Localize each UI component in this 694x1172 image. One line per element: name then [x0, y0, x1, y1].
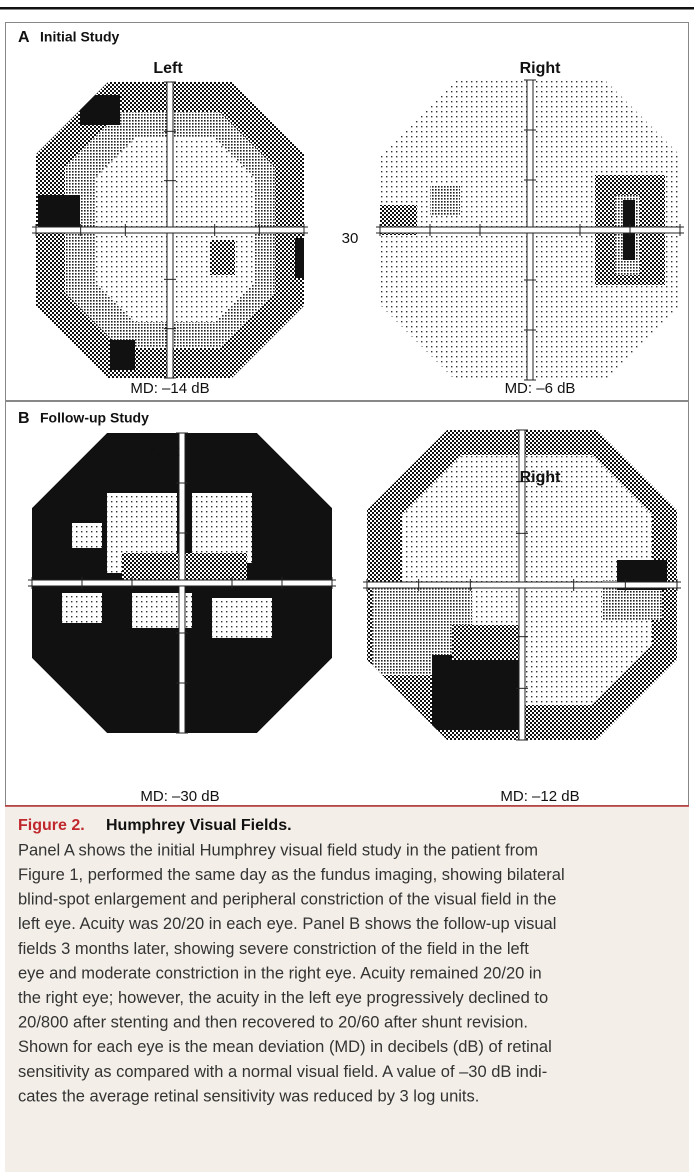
eye-title: Left: [150, 443, 180, 460]
caption-line: Shown for each eye is the mean deviation…: [18, 1038, 552, 1056]
field-region: [430, 185, 460, 215]
md-label: MD: –12 dB: [500, 788, 579, 805]
caption-line: cates the average retinal sensitivity wa…: [18, 1087, 479, 1105]
field-region: [452, 625, 522, 660]
axis-gap: [32, 227, 308, 233]
field-region: [210, 240, 235, 275]
figure: A Initial Study Left Right 30 MD: –14 dB…: [0, 0, 694, 1172]
caption-line: fields 3 months later, showing severe co…: [18, 940, 529, 958]
field-region: [192, 493, 252, 563]
scale-label: 30: [342, 230, 359, 247]
field-region: [62, 593, 102, 623]
panel-title: Initial Study: [40, 29, 120, 45]
md-label: MD: –6 dB: [505, 380, 576, 397]
axis-gap: [376, 227, 684, 233]
field-region: [295, 238, 335, 278]
axis-gap: [28, 580, 336, 586]
caption-figure: Figure 2.: [18, 817, 85, 834]
field-region: [110, 340, 135, 370]
top-rule: [0, 7, 694, 10]
caption-line: 20/800 after stenting and then recovered…: [18, 1014, 528, 1032]
caption-title: Humphrey Visual Fields.: [106, 817, 292, 834]
eye-title: Left: [153, 60, 183, 77]
caption-line: left eye. Acuity was 20/20 in each eye. …: [18, 915, 556, 933]
axis-gap: [363, 582, 681, 588]
field-region: [212, 598, 272, 638]
eye-title: Right: [520, 60, 562, 77]
field-region: [80, 95, 120, 125]
caption-line: Figure 1, performed the same day as the …: [18, 866, 565, 884]
md-label: MD: –14 dB: [130, 380, 209, 397]
caption-line: Panel A shows the initial Humphrey visua…: [18, 841, 538, 859]
field-region: [72, 523, 102, 548]
panel-title: Follow-up Study: [40, 410, 149, 426]
field-region: [432, 655, 522, 730]
caption-line: eye and moderate constriction in the rig…: [18, 964, 542, 982]
caption-line: the right eye; however, the acuity in th…: [18, 989, 548, 1007]
caption-line: blind-spot enlargement and peripheral co…: [18, 891, 556, 909]
caption-text: Panel A shows the initial Humphrey visua…: [18, 841, 565, 1105]
panel-label: B: [18, 410, 30, 427]
md-label: MD: –30 dB: [140, 788, 219, 805]
eye-title: Right: [520, 469, 562, 486]
panel-label: A: [18, 29, 30, 46]
caption-line: sensitivity as compared with a normal vi…: [18, 1063, 547, 1081]
page: A Initial Study Left Right 30 MD: –14 dB…: [0, 0, 694, 1172]
